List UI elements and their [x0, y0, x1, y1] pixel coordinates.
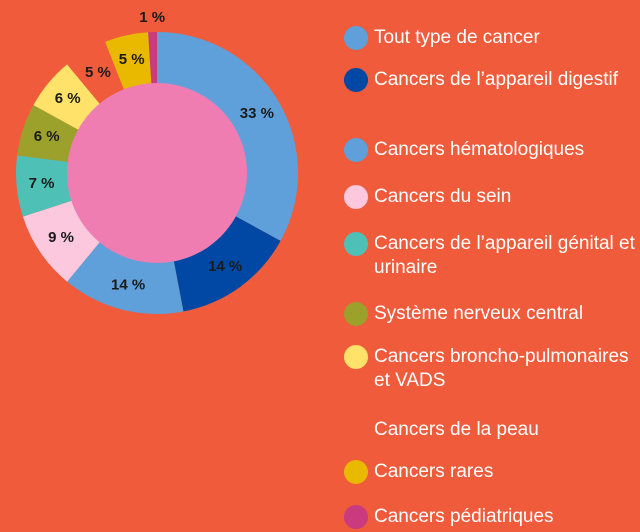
data-label: 5 % — [119, 51, 145, 68]
legend-swatch — [344, 418, 368, 442]
donut-center — [67, 83, 247, 263]
legend-swatch — [344, 460, 368, 484]
legend-swatch — [344, 302, 368, 326]
legend-label: Système nerveux central — [374, 303, 584, 324]
legend-swatch — [344, 232, 368, 256]
data-label: 14 % — [208, 258, 242, 275]
legend-swatch — [344, 505, 368, 529]
chart: 33 %14 %14 %9 %7 %6 %6 %5 %5 %1 % — [15, 9, 298, 314]
legend-label: Tout type de cancer — [374, 27, 540, 48]
data-label: 33 % — [240, 105, 274, 122]
legend-label: Cancers de l’appareil digestif — [374, 69, 618, 90]
legend-label: Cancers de la peau — [374, 419, 539, 440]
legend-label: Cancers du sein — [374, 186, 512, 207]
data-label: 6 % — [55, 90, 81, 107]
legend-label: Cancers pédiatriques — [374, 506, 554, 527]
data-label: 6 % — [34, 128, 60, 145]
legend-swatch — [344, 185, 368, 209]
data-label: 5 % — [85, 64, 111, 81]
legend-label: Cancers de l’appareil génital et urinair… — [374, 233, 635, 278]
legend-swatch — [344, 345, 368, 369]
legend-swatch — [344, 68, 368, 92]
data-label: 1 % — [139, 9, 165, 26]
data-label: 9 % — [48, 229, 74, 246]
legend-label: Cancers rares — [374, 461, 494, 482]
legend-swatch — [344, 138, 368, 162]
legend-label: Cancers hématologiques — [374, 139, 585, 160]
data-label: 14 % — [111, 276, 145, 293]
legend-label: Cancers broncho-pulmonaires et VADS — [374, 346, 629, 391]
legend-swatch — [344, 26, 368, 50]
data-label: 7 % — [29, 175, 55, 192]
